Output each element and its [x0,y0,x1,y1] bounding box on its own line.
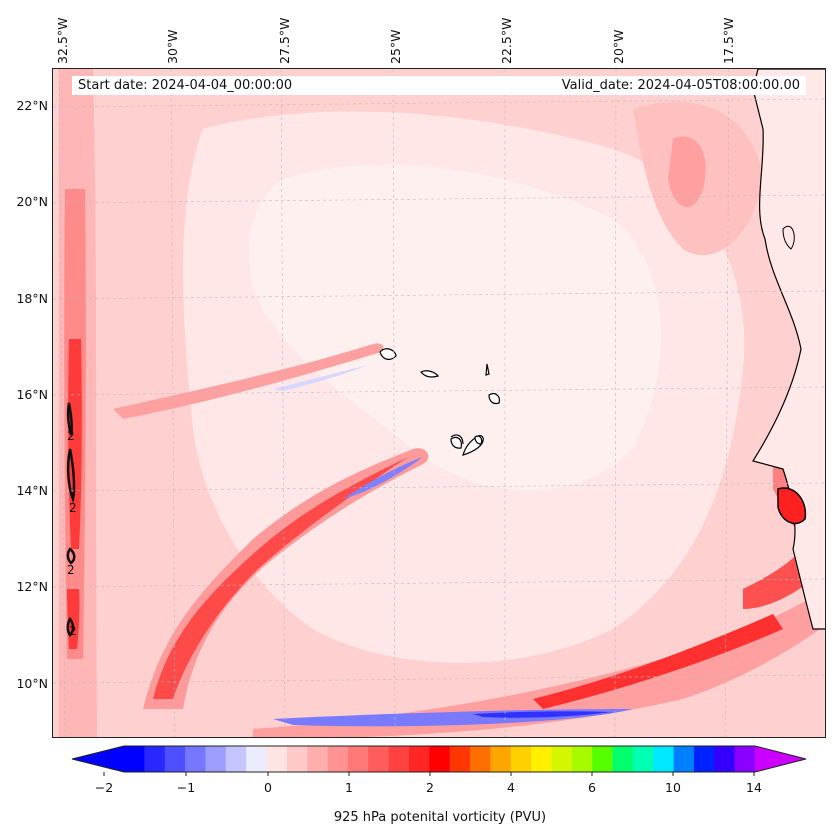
colorbar-swatch [571,746,593,772]
colorbar-swatch [225,746,247,772]
colorbar-swatch [490,746,512,772]
colorbar-tick-label: 0 [264,780,272,795]
start-date-text: Start date: 2024-04-04_00:00:00 [78,78,293,93]
colorbar-swatch [612,746,634,772]
lon-label: 32.5°W [55,17,70,64]
colorbar-swatch [714,746,736,772]
colorbar-swatch [693,746,715,772]
lat-label: 22°N [16,98,48,113]
colorbar-swatch [632,746,654,772]
contour-label: 2 [69,624,77,638]
lat-label: 10°N [16,676,48,691]
colorbar-tick-label: 10 [665,780,681,795]
colorbar-swatch [164,746,186,772]
date-info-bar: Start date: 2024-04-04_00:00:00 Valid_da… [72,76,806,95]
contour-label: 2 [67,563,75,577]
colorbar-swatch [347,746,369,772]
lat-label: 20°N [16,194,48,209]
colorbar-extend-max [755,746,806,772]
colorbar-tick-label: 1 [345,780,353,795]
colorbar-tick-label: 14 [746,780,762,795]
lon-label: 22.5°W [499,17,514,64]
colorbar-swatch [734,746,756,772]
lon-label: 30°W [165,29,180,64]
contour-label: 2 [69,501,77,515]
colorbar-tick-label: −2 [94,780,114,795]
colorbar-swatch [124,746,145,772]
colorbar-swatch [286,746,308,772]
colorbar-swatch [144,746,166,772]
colorbar-swatch [185,746,206,772]
colorbar-swatch [531,746,552,772]
colorbar-tick-label: 4 [507,780,515,795]
colorbar-swatch [246,746,267,772]
colorbar-swatch [327,746,349,772]
colorbar-outline [71,745,807,773]
lon-label: 27.5°W [277,17,292,64]
colorbar-swatch [673,746,695,772]
colorbar-swatch [551,746,573,772]
colorbar-extend-min [72,746,124,772]
valid-date-text: Valid_date: 2024-04-05T08:00:00.00 [561,78,800,93]
colorbar-swatch [449,746,471,772]
lat-label: 12°N [16,579,48,594]
lon-label: 20°W [611,29,626,64]
colorbar-swatch [592,746,614,772]
pv-field-map [53,69,825,737]
colorbar-swatch [388,746,410,772]
colorbar-tick-label: −1 [176,780,196,795]
lat-label: 14°N [16,483,48,498]
lon-label: 25°W [388,29,403,64]
colorbar-swatch [205,746,227,772]
colorbar-swatch [510,746,532,772]
colorbar-swatch [266,746,288,772]
lat-label: 16°N [16,387,48,402]
colorbar-swatch [470,746,491,772]
colorbar: −2 −1 0 1 2 4 6 10 14 925 hPa potenital … [0,740,837,836]
colorbar-swatch [408,746,430,772]
map-panel: 2 2 2 2 [52,68,826,738]
colorbar-tick-label: 2 [426,780,434,795]
colorbar-tick-label: 6 [588,780,596,795]
lat-label: 18°N [16,291,48,306]
contour-label: 2 [67,429,75,443]
colorbar-swatch [307,746,329,772]
colorbar-swatch [653,746,675,772]
lon-label: 17.5°W [721,17,736,64]
colorbar-swatch [368,746,390,772]
colorbar-swatch [429,746,451,772]
colorbar-label: 925 hPa potenital vorticity (PVU) [333,810,547,825]
colorbar-strip [71,745,807,776]
